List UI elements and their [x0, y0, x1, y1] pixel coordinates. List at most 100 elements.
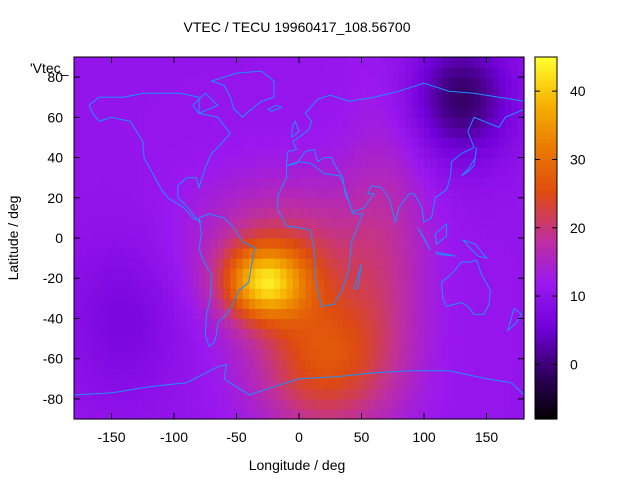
heatmap-cell [142, 238, 150, 249]
heatmap-cell [292, 258, 300, 269]
heatmap-cell [374, 97, 381, 108]
heatmap-cell [492, 258, 500, 269]
heatmap-cell [430, 348, 438, 360]
heatmap-cell [136, 167, 144, 179]
heatmap-cell [292, 227, 300, 239]
heatmap-cell [149, 408, 156, 420]
heatmap-cell [430, 97, 438, 108]
heatmap-cell [99, 278, 106, 289]
heatmap-cell [99, 177, 106, 189]
heatmap-cell [249, 358, 256, 370]
heatmap-cell [505, 238, 513, 249]
heatmap-cell [374, 238, 381, 249]
heatmap-cell [461, 408, 469, 420]
heatmap-cell [167, 227, 175, 239]
heatmap-cell [192, 248, 200, 259]
heatmap-cell [486, 97, 494, 108]
heatmap-cell [436, 137, 444, 149]
heatmap-cell [392, 197, 400, 209]
heatmap-cell [317, 368, 325, 380]
heatmap-cell [342, 388, 350, 400]
heatmap-cell [455, 227, 463, 239]
heatmap-cell [355, 187, 363, 199]
heatmap-cell [274, 227, 281, 239]
heatmap-cell [161, 318, 169, 330]
heatmap-cell [461, 217, 469, 229]
heatmap-cell [105, 197, 113, 209]
heatmap-cell [399, 408, 406, 420]
heatmap-cell [255, 67, 263, 78]
heatmap-cell [261, 288, 269, 299]
heatmap-cell [480, 338, 488, 350]
heatmap-cell [205, 308, 213, 320]
heatmap-cell [142, 378, 150, 390]
heatmap-cell [236, 97, 244, 108]
colorbar-segment [535, 75, 557, 79]
colorbar-segment [535, 244, 557, 248]
heatmap-cell [411, 388, 419, 400]
heatmap-cell [199, 197, 206, 209]
heatmap-cell [299, 298, 306, 309]
heatmap-cell [311, 368, 319, 380]
heatmap-cell [449, 388, 456, 400]
heatmap-cell [242, 368, 250, 380]
heatmap-cell [405, 298, 413, 309]
heatmap-cell [192, 358, 200, 370]
coastline-path [198, 213, 256, 348]
heatmap-cell [442, 217, 450, 229]
heatmap-cell [305, 57, 313, 68]
heatmap-cell [167, 308, 175, 320]
heatmap-cell [317, 248, 325, 259]
heatmap-cell [486, 298, 494, 309]
heatmap-cell [286, 368, 294, 380]
heatmap-cell [86, 338, 94, 350]
heatmap-cell [217, 378, 225, 390]
heatmap-cell [105, 338, 113, 350]
heatmap-cell [399, 358, 406, 370]
heatmap-cell [511, 308, 519, 320]
heatmap-cell [305, 67, 313, 78]
heatmap-cell [492, 187, 500, 199]
heatmap-cell [324, 77, 331, 88]
heatmap-cell [492, 278, 500, 289]
heatmap-cell [399, 278, 406, 289]
heatmap-cell [355, 117, 363, 128]
heatmap-cell [136, 177, 144, 189]
heatmap-cell [474, 197, 481, 209]
heatmap-cell [336, 308, 344, 320]
heatmap-cell [511, 358, 519, 370]
heatmap-cell [236, 388, 244, 400]
heatmap-cell [342, 288, 350, 299]
heatmap-cell [442, 318, 450, 330]
heatmap-cell [80, 227, 88, 239]
heatmap-cell [230, 87, 238, 98]
heatmap-cell [124, 127, 131, 139]
colorbar-segment [535, 271, 557, 275]
heatmap-cell [430, 368, 438, 380]
heatmap-cell [130, 368, 138, 380]
heatmap-cell [442, 258, 450, 269]
heatmap-cell [305, 77, 313, 88]
heatmap-cell [236, 318, 244, 330]
heatmap-cell [411, 77, 419, 88]
heatmap-cell [180, 77, 188, 88]
heatmap-cell [517, 207, 525, 219]
heatmap-cell [230, 217, 238, 229]
heatmap-cell [449, 348, 456, 360]
heatmap-cell [442, 368, 450, 380]
heatmap-cell [155, 137, 163, 149]
heatmap-cell [361, 318, 369, 330]
heatmap-cell [111, 87, 119, 98]
heatmap-cell [405, 167, 413, 179]
heatmap-cell [305, 137, 313, 149]
heatmap-cell [74, 197, 81, 209]
heatmap-cell [161, 77, 169, 88]
heatmap-cell [461, 298, 469, 309]
heatmap-cell [455, 207, 463, 219]
heatmap-cell [192, 238, 200, 249]
heatmap-cell [405, 147, 413, 159]
heatmap-cell [186, 227, 194, 239]
heatmap-cell [517, 398, 525, 410]
heatmap-cell [299, 207, 306, 219]
heatmap-cell [224, 388, 231, 400]
